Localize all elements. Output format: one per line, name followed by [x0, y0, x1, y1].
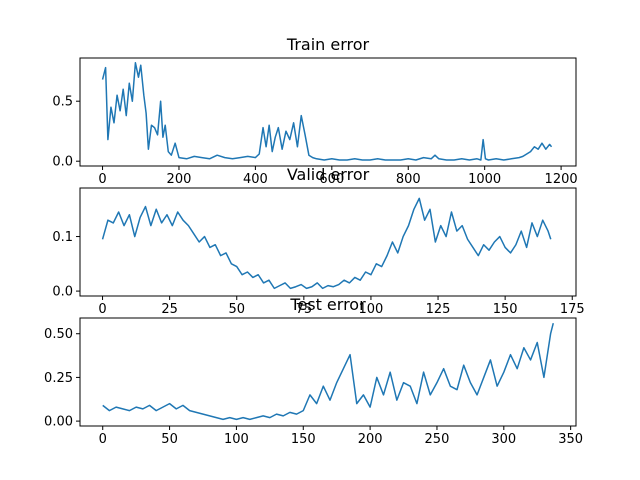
- x-tick-label: 75: [296, 302, 313, 317]
- plot-area: [79, 57, 577, 167]
- x-tick-label: 125: [426, 302, 451, 317]
- x-tick-label: 300: [491, 432, 516, 447]
- x-tick-label: 0: [99, 432, 107, 447]
- y-tick-label: 0.00: [44, 415, 73, 430]
- x-tick-label: 200: [167, 172, 192, 187]
- subplot-title: Train error: [286, 35, 370, 54]
- x-tick-label: 150: [291, 432, 316, 447]
- x-tick-label: 100: [359, 302, 384, 317]
- x-tick-label: 50: [228, 302, 245, 317]
- subplot-title: Valid error: [287, 165, 370, 184]
- x-tick-label: 25: [161, 302, 178, 317]
- series-line: [102, 323, 554, 421]
- x-tick-label: 150: [493, 302, 518, 317]
- y-tick-label: 0.5: [52, 95, 73, 110]
- y-tick-label: 0.0: [52, 155, 73, 170]
- y-tick-label: 0.0: [52, 285, 73, 300]
- x-tick-label: 200: [358, 432, 383, 447]
- x-tick-label: 1000: [468, 172, 501, 187]
- y-tick-label: 0.1: [52, 230, 73, 245]
- plot-area: [79, 187, 577, 297]
- x-tick-label: 250: [425, 432, 450, 447]
- x-tick-label: 0: [98, 302, 106, 317]
- subplot-valid-error: 0 25 50 75 100 125 150 175 0.0 0.1 Valid error: [52, 165, 584, 317]
- x-tick-label: 175: [560, 302, 585, 317]
- x-tick-label: 350: [558, 432, 583, 447]
- x-tick-label: 800: [396, 172, 421, 187]
- subplot-title: Test error: [289, 295, 366, 314]
- series-line: [101, 62, 553, 161]
- y-tick-label: 0.25: [44, 371, 73, 386]
- subplot-train-error: 0 200 400 600 800 1000 1200 0.0 0.5 Train error: [52, 35, 577, 187]
- x-tick-label: 100: [224, 432, 249, 447]
- x-tick-label: 50: [161, 432, 178, 447]
- x-tick-label: 400: [243, 172, 268, 187]
- series-line: [101, 197, 552, 290]
- x-tick-label: 1200: [545, 172, 578, 187]
- x-tick-label: 0: [98, 172, 106, 187]
- x-tick-label: 600: [319, 172, 344, 187]
- y-tick-label: 0.50: [44, 327, 73, 342]
